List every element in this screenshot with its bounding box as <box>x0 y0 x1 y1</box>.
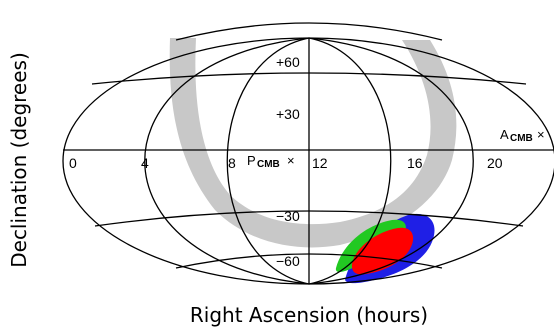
meridian-8h <box>226 37 310 285</box>
p-cmb-subscript: CMB <box>257 159 280 170</box>
red-probability-region <box>351 227 414 275</box>
a-cmb-subscript: CMB <box>510 133 533 144</box>
ra-tick-label-4: 4 <box>141 155 149 171</box>
dec-tick-label-0: +60 <box>276 54 300 70</box>
dec-tick-label-2: −30 <box>276 208 300 224</box>
dec-tick-label-3: −60 <box>276 253 300 269</box>
parallel-plus-60 <box>175 22 443 41</box>
meridian-20h <box>308 37 474 285</box>
p-cmb-cross: × <box>287 153 295 168</box>
a-cmb-cross: × <box>537 127 545 142</box>
dec-tick-label-1: +30 <box>276 106 300 122</box>
p-cmb-label: P <box>247 153 256 168</box>
galactic-plane-band <box>169 38 457 248</box>
a-cmb-label: A <box>500 127 509 142</box>
p-cmb-marker: P CMB × <box>247 153 295 170</box>
ra-tick-label-16: 16 <box>407 155 423 171</box>
ra-tick-label-0: 0 <box>69 155 77 171</box>
meridian-16h <box>308 37 392 285</box>
ra-tick-label-8: 8 <box>228 155 236 171</box>
x-axis-title: Right Ascension (hours) <box>190 303 428 327</box>
ra-tick-label-12: 12 <box>312 155 328 171</box>
ra-tick-label-20: 20 <box>487 155 503 171</box>
y-axis-title: Declination (degrees) <box>7 52 31 268</box>
coordinate-grid <box>62 22 554 285</box>
meridian-4h <box>144 37 310 285</box>
a-cmb-marker: A CMB × <box>500 127 545 144</box>
